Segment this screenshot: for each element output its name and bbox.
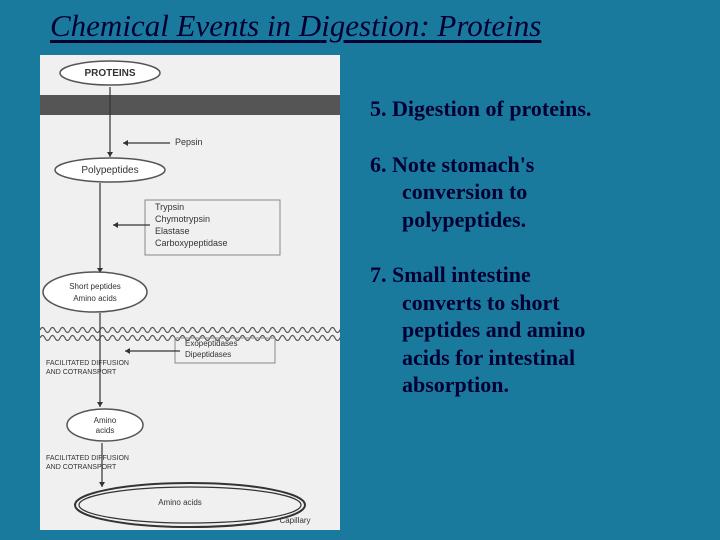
svg-text:PROTEINS: PROTEINS bbox=[84, 68, 135, 79]
note-7: 7. Small intestineconverts to shortpepti… bbox=[370, 261, 700, 399]
digestion-diagram: PROTEINS Polypeptides Short peptides Amino … bbox=[40, 55, 340, 530]
svg-text:FACILITATED DIFFUSION: FACILITATED DIFFUSION bbox=[46, 455, 129, 462]
svg-text:Amino: Amino bbox=[94, 416, 117, 425]
notes-column: 5. Digestion of proteins. 6. Note stomac… bbox=[370, 95, 700, 427]
svg-text:Elastase: Elastase bbox=[155, 226, 190, 236]
svg-text:Amino acids: Amino acids bbox=[158, 498, 202, 507]
note-text: Small intestineconverts to shortpeptides… bbox=[370, 262, 700, 399]
note-num: 6. bbox=[370, 152, 387, 177]
svg-text:Dipeptidases: Dipeptidases bbox=[185, 350, 231, 359]
svg-text:Short peptides: Short peptides bbox=[69, 282, 121, 291]
svg-text:AND COTRANSPORT: AND COTRANSPORT bbox=[46, 464, 117, 471]
svg-text:AND COTRANSPORT: AND COTRANSPORT bbox=[46, 369, 117, 376]
note-text: Note stomach'sconversion topolypeptides. bbox=[370, 152, 700, 234]
note-num: 7. bbox=[370, 262, 387, 287]
svg-text:Trypsin: Trypsin bbox=[155, 202, 184, 212]
note-6: 6. Note stomach'sconversion topolypeptid… bbox=[370, 151, 700, 234]
slide-title: Chemical Events in Digestion: Proteins bbox=[50, 8, 541, 44]
svg-text:Amino acids: Amino acids bbox=[73, 294, 117, 303]
svg-text:Pepsin: Pepsin bbox=[175, 137, 203, 147]
svg-text:Chymotrypsin: Chymotrypsin bbox=[155, 214, 210, 224]
svg-text:Carboxypeptidase: Carboxypeptidase bbox=[155, 238, 228, 248]
note-5: 5. Digestion of proteins. bbox=[370, 95, 700, 123]
svg-text:acids: acids bbox=[96, 426, 115, 435]
diagram-svg: PROTEINS Polypeptides Short peptides Amino … bbox=[40, 55, 340, 530]
note-num: 5. bbox=[370, 96, 387, 121]
note-text: Digestion of proteins. bbox=[392, 96, 591, 121]
svg-text:Capillary: Capillary bbox=[279, 516, 310, 525]
svg-text:FACILITATED DIFFUSION: FACILITATED DIFFUSION bbox=[46, 360, 129, 367]
svg-text:Exopeptidases: Exopeptidases bbox=[185, 339, 237, 348]
svg-text:Polypeptides: Polypeptides bbox=[81, 165, 138, 176]
